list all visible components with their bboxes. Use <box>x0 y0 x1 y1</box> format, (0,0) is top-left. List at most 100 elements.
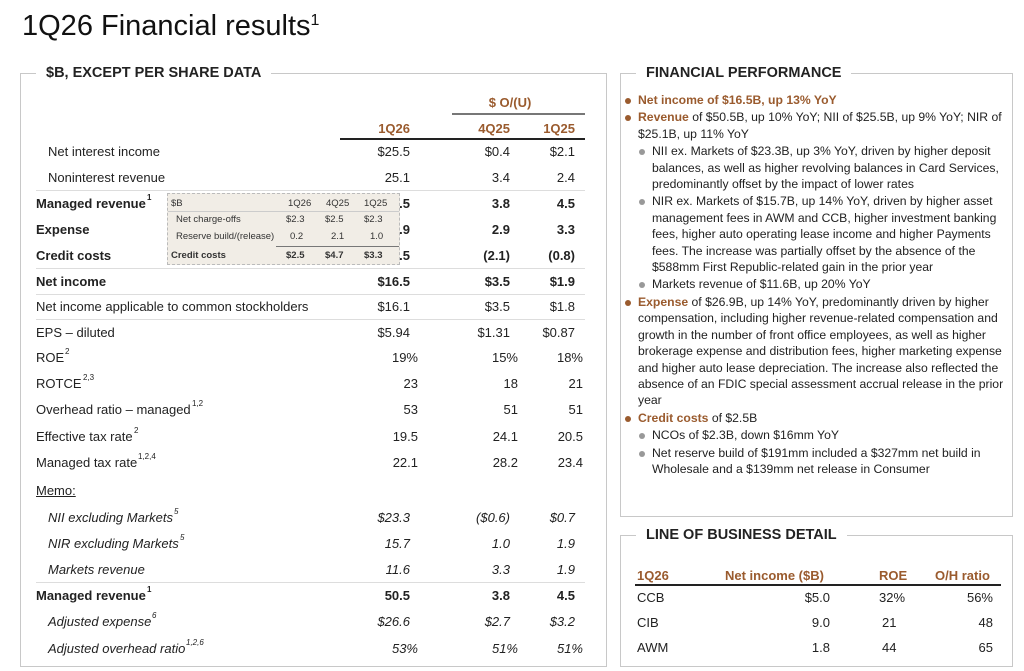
row-value: 18 <box>503 375 518 391</box>
inset-value: 0.2 <box>290 231 304 242</box>
row-value: 50.5 <box>384 587 410 603</box>
row-value: 1.9 <box>556 535 575 551</box>
row-value: 19% <box>391 349 418 365</box>
row-value: $2.1 <box>549 143 575 159</box>
lob-col: O/H ratio <box>935 568 990 583</box>
footnote-ref: 2 <box>134 426 139 435</box>
row-value: $3.2 <box>549 613 575 629</box>
row-value: 24.1 <box>492 428 518 444</box>
row-value: (2.1) <box>483 247 510 263</box>
col-1q25: 1Q25 <box>543 121 575 136</box>
inset-label: Reserve build/(release) <box>176 231 275 242</box>
row-value: 3.4 <box>491 169 510 185</box>
row-value: $1.31 <box>477 324 510 340</box>
row-value: 3.8 <box>491 587 510 603</box>
row-label: Net income applicable to common stockhol… <box>36 298 309 314</box>
table-row: NIR excluding Markets 5 15.7 1.0 1.9 <box>0 531 590 555</box>
row-value: 51% <box>556 640 583 656</box>
inset-label: Credit costs <box>171 250 226 261</box>
row-value: $23.3 <box>377 509 410 525</box>
table-row: Noninterest revenue 25.1 3.4 2.4 <box>0 165 590 189</box>
row-value: 1.0 <box>491 535 510 551</box>
footnote-ref: 1 <box>147 193 152 202</box>
row-value: $3.5 <box>484 273 510 289</box>
row-value: 22.1 <box>392 454 418 470</box>
row-value: 3.3 <box>556 221 575 237</box>
row-value: 23.4 <box>557 454 583 470</box>
row-label: Credit costs <box>36 247 112 263</box>
footnote-ref: 1,2,4 <box>138 452 156 461</box>
table-row: Adjusted expense 6 $26.6 $2.7 $3.2 <box>0 609 590 633</box>
inset-label: Net charge-offs <box>176 214 241 225</box>
financial-table-panel <box>20 73 607 667</box>
row-label: Effective tax rate <box>36 428 133 444</box>
row-label: Markets revenue <box>48 561 145 577</box>
lob-value: 32% <box>879 590 906 605</box>
sub-bullet: NII ex. Markets of $23.3B, up 3% YoY, dr… <box>622 143 1010 192</box>
bullet-expense: Expense of $26.9B, up 14% YoY, predomina… <box>622 294 1010 409</box>
footnote-ref: 6 <box>152 611 157 620</box>
footnote-ref: 1,2,6 <box>186 638 204 647</box>
inset-col: 4Q25 <box>326 198 350 209</box>
row-value: 11.6 <box>385 561 410 577</box>
col-1q26: 1Q26 <box>378 121 410 136</box>
row-label: Net interest income <box>48 143 160 159</box>
lob-heading: LINE OF BUSINESS DETAIL <box>636 527 847 543</box>
row-value: $25.5 <box>377 143 410 159</box>
lob-col: Net income ($B) <box>725 568 824 583</box>
table-row: NII excluding Markets 5 $23.3 ($0.6) $0.7 <box>0 505 590 529</box>
row-value: 51 <box>568 401 583 417</box>
lob-col: 1Q26 <box>637 568 669 583</box>
row-divider <box>36 190 585 191</box>
row-value: 19.5 <box>392 428 418 444</box>
bullet-revenue: Revenue of $50.5B, up 10% YoY; NII of $2… <box>622 109 1010 142</box>
row-divider <box>36 268 585 269</box>
lob-value: $5.0 <box>804 590 830 605</box>
inset-unit: $B <box>171 198 183 209</box>
ou-underline <box>452 113 585 115</box>
row-value: $1.9 <box>549 273 575 289</box>
footnote-ref: 2,3 <box>83 373 95 382</box>
row-divider <box>36 582 585 583</box>
footnote-ref: 1 <box>147 585 152 594</box>
row-label: Memo: <box>36 482 76 498</box>
lob-value: 1.8 <box>811 640 830 655</box>
inset-col: 1Q25 <box>364 198 388 209</box>
row-value: ($0.6) <box>476 509 510 525</box>
row-label: EPS – diluted <box>36 324 115 340</box>
row-value: 3.3 <box>491 561 510 577</box>
row-value: $16.1 <box>377 298 410 314</box>
header-rule <box>340 138 585 140</box>
row-value: 2.9 <box>491 221 510 237</box>
row-value: 3.8 <box>491 195 510 211</box>
lob-value: 21 <box>882 615 897 630</box>
row-value: 2.4 <box>556 169 575 185</box>
bullet-credit-costs: Credit costs of $2.5B <box>622 410 1010 426</box>
footnote-ref: 1,2 <box>192 399 204 408</box>
inset-col: 1Q26 <box>288 198 312 209</box>
row-value: 51 <box>503 401 518 417</box>
table-row: EPS – diluted $5.94 $1.31 $0.87 <box>0 320 590 344</box>
lob-name: AWM <box>637 640 669 655</box>
lob-name: CIB <box>637 615 659 630</box>
lob-value: 48 <box>978 615 993 630</box>
table-row: Overhead ratio – managed 1,2 53 51 51 <box>0 397 590 421</box>
row-value: 4.5 <box>556 587 575 603</box>
row-label: Managed tax rate <box>36 454 138 470</box>
footnote-ref: 5 <box>180 533 185 542</box>
lob-name: CCB <box>637 590 665 605</box>
row-value: $0.87 <box>542 324 575 340</box>
financial-table-heading: $B, EXCEPT PER SHARE DATA <box>36 65 272 81</box>
inset-value: $3.3 <box>364 250 383 261</box>
row-label: Adjusted expense <box>48 613 152 629</box>
row-value: 53% <box>391 640 418 656</box>
performance-bullets: Net income of $16.5B, up 13% YoY Revenue… <box>622 92 1010 478</box>
lob-value: 9.0 <box>811 615 830 630</box>
row-divider <box>36 319 585 320</box>
row-value: 15% <box>491 349 518 365</box>
inset-value: $2.3 <box>364 214 383 225</box>
table-row: Effective tax rate 2 19.5 24.1 20.5 <box>0 424 590 448</box>
lob-rule <box>635 584 1001 586</box>
row-divider <box>36 294 585 295</box>
table-row: Markets revenue 11.6 3.3 1.9 <box>0 557 590 581</box>
